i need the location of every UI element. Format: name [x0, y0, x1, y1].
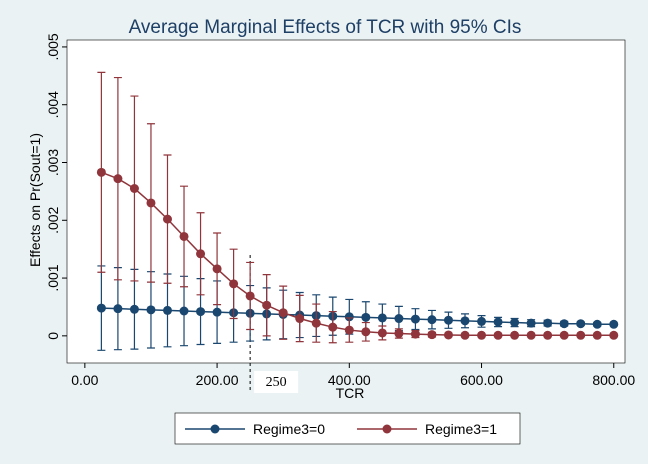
x-axis-label: TCR: [336, 385, 365, 401]
point: [162, 214, 172, 224]
point: [179, 231, 189, 241]
point: [113, 304, 123, 314]
point: [510, 318, 520, 328]
point: [526, 330, 536, 340]
point: [543, 318, 553, 328]
point: [394, 314, 404, 324]
point: [129, 183, 139, 193]
legend-marker: [382, 424, 392, 434]
legend-label: Regime3=1: [425, 421, 497, 437]
point: [493, 330, 503, 340]
point: [427, 330, 437, 340]
point: [477, 330, 487, 340]
point: [410, 314, 420, 324]
x-tick-label: 400.00: [328, 372, 371, 388]
point: [96, 303, 106, 313]
y-tick-label: .001: [45, 264, 61, 291]
point: [510, 330, 520, 340]
reference-label-box: [254, 371, 299, 393]
chart-title: Average Marginal Effects of TCR with 95%…: [129, 17, 522, 38]
y-tick-label: 0: [45, 332, 61, 340]
x-tick-label: 600.00: [460, 372, 503, 388]
point: [592, 319, 602, 329]
x-tick-label: 200.00: [196, 372, 239, 388]
x-tick-label: 800.00: [592, 372, 635, 388]
point: [262, 300, 272, 310]
point: [295, 314, 305, 324]
point: [196, 249, 206, 259]
y-tick-label: .004: [45, 91, 61, 118]
point: [361, 312, 371, 322]
point: [477, 316, 487, 326]
point: [328, 322, 338, 332]
point: [377, 328, 387, 338]
y-tick-label: .002: [45, 206, 61, 233]
point: [162, 305, 172, 315]
point: [559, 319, 569, 329]
point: [212, 264, 222, 274]
point: [576, 330, 586, 340]
y-tick-label: .003: [45, 149, 61, 176]
point: [609, 319, 619, 329]
y-axis-label: Effects on Pr(Sout=1): [27, 133, 43, 267]
point: [576, 319, 586, 329]
point: [443, 315, 453, 325]
point: [559, 330, 569, 340]
point: [460, 330, 470, 340]
y-tick-label: .005: [45, 33, 61, 60]
point: [460, 316, 470, 326]
point: [377, 313, 387, 323]
point: [394, 329, 404, 339]
point: [245, 291, 255, 301]
plot-area: [66, 39, 626, 364]
point: [592, 330, 602, 340]
legend-marker: [210, 424, 220, 434]
point: [129, 304, 139, 314]
point: [278, 308, 288, 318]
x-tick-label: 0.00: [71, 372, 98, 388]
point: [113, 174, 123, 184]
point: [179, 306, 189, 316]
reference-label: 250: [266, 375, 287, 390]
point: [609, 330, 619, 340]
point: [543, 330, 553, 340]
point: [146, 305, 156, 315]
point: [493, 317, 503, 327]
point: [196, 307, 206, 317]
point: [212, 307, 222, 317]
point: [443, 330, 453, 340]
point: [410, 329, 420, 339]
legend-label: Regime3=0: [253, 421, 325, 437]
point: [96, 167, 106, 177]
point: [146, 198, 156, 208]
point: [229, 279, 239, 289]
point: [311, 318, 321, 328]
point: [526, 318, 536, 328]
point: [427, 315, 437, 325]
point: [361, 327, 371, 337]
point: [344, 325, 354, 335]
point: [344, 312, 354, 322]
